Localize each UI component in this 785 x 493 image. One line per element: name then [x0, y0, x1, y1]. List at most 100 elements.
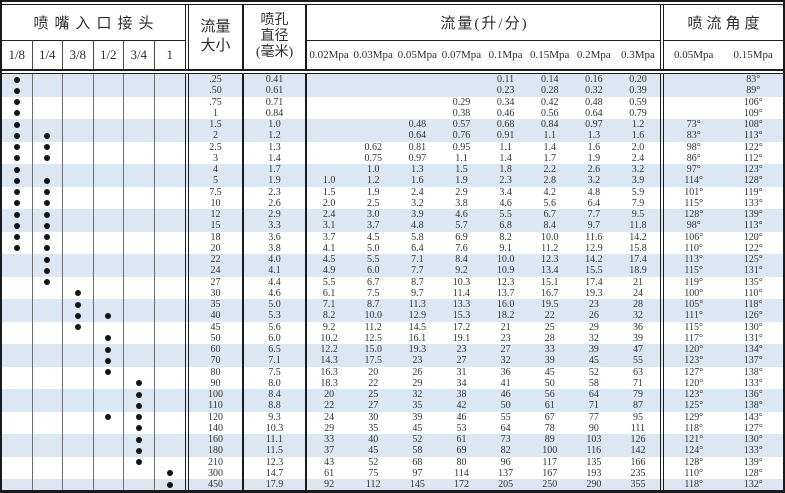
angle-values-group: 128° 139° — [660, 209, 783, 221]
connector-dot-cell — [2, 74, 33, 86]
connector-size-header-cell: 3/4 — [124, 41, 155, 69]
flow-pressures-row: 0.02Mpa 0.03Mpa 0.05Mpa 0.07Mpa 0.1Mpa 0.15Mp… — [307, 40, 660, 69]
dot-icon — [44, 256, 51, 263]
flow-value-cell: 250 — [542, 479, 558, 491]
flow-value-cell: 0.32 — [585, 85, 603, 97]
flow-value-cell: 4.6 — [499, 197, 512, 209]
flow-value-cell: 112 — [365, 479, 381, 491]
connector-dot-cell — [33, 276, 63, 288]
flow-value-cell: 205 — [498, 479, 514, 491]
angle-value-cell: 113° — [684, 254, 704, 266]
flow-size-cell: 27 — [185, 276, 242, 288]
flow-value-cell — [351, 108, 395, 119]
flow-value-cell: 2.0 — [631, 141, 645, 153]
connector-dot-cell — [2, 164, 33, 176]
connector-dot-cell — [63, 456, 94, 468]
connector-dot-cell — [124, 152, 155, 164]
connector-size-header-cell: 1 — [166, 47, 174, 62]
flow-values-group: 4.5 5.5 7.1 8.4 10.0 12.3 14.2 17.4 — [305, 254, 660, 266]
flow-value-cell: 1.7 — [543, 152, 556, 164]
flow-value-cell: 96 — [500, 456, 511, 468]
angle-value-cell: 139° — [743, 209, 763, 221]
angle-values-group: 101° 119° — [660, 186, 783, 198]
angle-values-group: 120° 134° — [660, 344, 783, 356]
flow-value-cell: 7.7 — [411, 265, 424, 277]
connector-dot-cell — [33, 389, 63, 401]
orifice-diameter-cell: 7.5 — [242, 366, 305, 378]
flow-value-cell: 26 — [588, 310, 599, 322]
flow-value-cell — [351, 130, 395, 141]
flow-size-cell: 140 — [185, 422, 242, 434]
connector-dot-cell — [33, 377, 63, 389]
flow-value-cell: 10.0 — [540, 231, 559, 243]
connector-dot-cell — [155, 412, 186, 423]
flow-values-group: 14.3 17.5 23 27 32 39 45 55 — [305, 355, 660, 367]
table-row: 1 0.84 0.38 0.46 0.56 0.64 0.79 109° — [2, 107, 783, 119]
flow-value-cell: 10.2 — [320, 332, 338, 344]
table-row: 15 3.3 3.1 3.7 4.8 5.7 6.8 8.4 9.7 11.8 98° 113° — [2, 220, 783, 232]
connector-dot-cell — [155, 355, 186, 366]
flow-size-cell: 100 — [185, 389, 242, 401]
angle-values-group: 86° 112° — [660, 152, 783, 164]
orifice-header-line1: 喷孔 — [260, 13, 289, 28]
flow-value-cell: 15.1 — [540, 276, 559, 288]
flow-size-cell: 300 — [185, 467, 242, 479]
flow-value-cell: 16.1 — [408, 332, 427, 344]
connector-dot-cell — [2, 119, 33, 131]
flow-value-cell: 9.2 — [455, 265, 468, 277]
flow-value-cell: 11.2 — [364, 321, 382, 333]
table-row: 1.5 1.0 0.48 0.57 0.68 0.84 0.97 1.2 73° 108° — [2, 119, 783, 131]
angle-value-cell: 123° — [684, 355, 704, 367]
connector-dot-cell — [94, 186, 124, 198]
flow-value-cell: 5.5 — [366, 254, 380, 266]
orifice-diameter-cell: 4.6 — [242, 287, 305, 299]
connector-dot-cell — [63, 355, 94, 367]
connector-dot-cell — [124, 119, 155, 131]
dot-icon — [44, 267, 51, 274]
connector-dot-cell — [155, 400, 186, 411]
flow-value-cell: 0.38 — [452, 107, 471, 119]
angle-values-group: 121° 130° — [660, 434, 783, 446]
angle-value-cell: 128° — [684, 209, 704, 221]
connector-dot-cell — [94, 254, 124, 266]
connector-dot-cell — [155, 164, 186, 175]
connector-dot-cell — [94, 411, 124, 423]
orifice-diameter-cell: 7.1 — [242, 355, 305, 367]
angle-value-cell: 137° — [743, 355, 763, 367]
flow-value-cell: 6.7 — [366, 276, 380, 288]
flow-value-cell: 12.5 — [364, 332, 382, 344]
flow-value-cell: 0.59 — [629, 96, 647, 108]
angle-values-group: 129° 143° — [660, 411, 783, 423]
connector-dot-cell — [155, 130, 186, 141]
connector-dot-cell — [94, 74, 124, 86]
table-header: 喷嘴入口接头 1/8 1/4 3/8 1/2 3/4 1 流量 大小 喷孔 直径 (毫米)… — [2, 5, 783, 69]
flow-size-cell: 30 — [185, 287, 242, 299]
flow-values-group: 37 45 58 69 82 100 116 142 — [305, 445, 660, 457]
flow-value-cell: 11.2 — [541, 242, 559, 254]
orifice-diameter-cell: 4.4 — [242, 276, 305, 288]
table-row: 12 2.9 2.4 3.0 3.9 4.6 5.5 6.7 7.7 9.5 128° 139° — [2, 209, 783, 221]
flow-values-group: 92 112 145 172 205 250 290 355 — [305, 479, 660, 490]
connector-dot-cell — [2, 242, 33, 254]
table-row: 10 2.6 2.0 2.5 3.2 3.8 4.6 5.6 6.4 7.9 115° 133° — [2, 197, 783, 209]
table-row: 7.5 2.3 1.5 1.9 2.4 2.9 3.4 4.2 4.8 5.9 101° 119° — [2, 186, 783, 198]
flow-value-cell: 3.2 — [411, 197, 424, 209]
angle-value-cell: 139° — [743, 456, 763, 468]
orifice-diameter-cell: 1.2 — [242, 130, 305, 142]
dot-icon — [105, 369, 112, 376]
flow-value-cell: 23 — [500, 332, 511, 344]
flow-value-cell: 1.4 — [543, 141, 556, 153]
flow-value-cell: 22 — [544, 310, 555, 322]
angle-value-cell: 130° — [743, 434, 763, 446]
connector-dot-cell — [94, 197, 124, 209]
angle-value-cell: 133° — [743, 377, 763, 389]
connector-dot-cell — [2, 254, 33, 266]
flow-group-header: 流量(升/分) — [440, 16, 529, 32]
flow-value-cell: 26 — [412, 366, 423, 378]
connector-dot-cell — [63, 467, 94, 479]
connector-dot-cell — [124, 130, 155, 142]
orifice-diameter-cell: 0.71 — [242, 96, 305, 108]
angle-value-cell: 86° — [686, 152, 701, 164]
connector-dot-cell — [155, 187, 186, 198]
flow-size-cell: 15 — [185, 220, 242, 232]
